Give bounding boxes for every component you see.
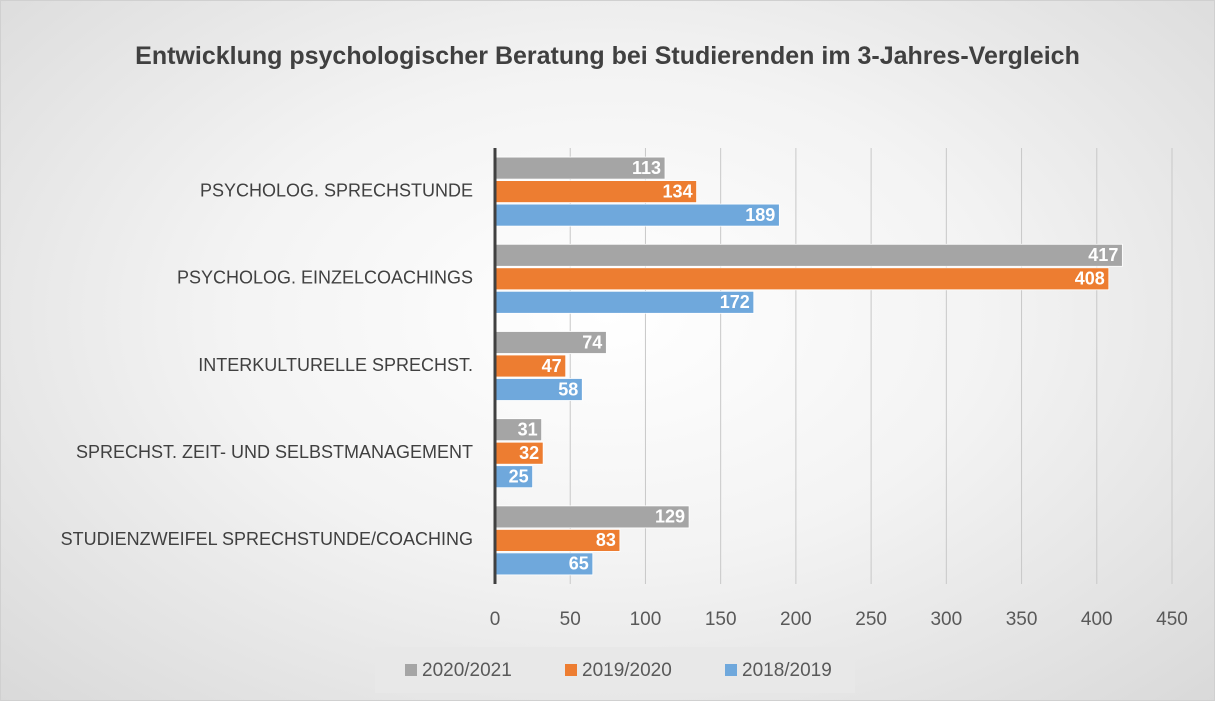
- legend-label: 2018/2019: [742, 660, 832, 681]
- x-tick-label: 50: [560, 609, 581, 630]
- x-tick-label: 200: [780, 609, 812, 630]
- category-label: STUDIENZWEIFEL SPRECHSTUNDE/COACHING: [61, 529, 473, 549]
- bar: [494, 290, 755, 314]
- data-label: 129: [655, 507, 685, 527]
- data-label: 408: [1075, 269, 1105, 289]
- category-label: SPRECHST. ZEIT- UND SELBSTMANAGEMENT: [76, 442, 473, 462]
- category-label: PSYCHOLOG. EINZELCOACHINGS: [177, 268, 473, 288]
- data-label: 83: [596, 530, 616, 550]
- legend-swatch: [725, 664, 737, 676]
- x-tick-label: 0: [490, 609, 501, 630]
- legend-swatch: [565, 664, 577, 676]
- legend-label: 2020/2021: [422, 660, 512, 681]
- data-label: 47: [542, 356, 562, 376]
- data-label: 172: [720, 292, 750, 312]
- category-label: INTERKULTURELLE SPRECHST.: [198, 355, 473, 375]
- legend-label: 2019/2020: [582, 660, 672, 681]
- x-tick-label: 300: [930, 609, 962, 630]
- x-tick-label: 250: [855, 609, 887, 630]
- category-label: PSYCHOLOG. SPRECHSTUNDE: [200, 180, 473, 200]
- x-tick-label: 450: [1156, 609, 1188, 630]
- bar: [494, 267, 1110, 291]
- legend-box: [375, 647, 855, 693]
- data-label: 74: [582, 332, 602, 352]
- legend-swatch: [405, 664, 417, 676]
- data-label: 31: [518, 419, 538, 439]
- x-tick-label: 100: [630, 609, 662, 630]
- data-label: 417: [1088, 245, 1118, 265]
- bar: [494, 203, 780, 227]
- data-label: 32: [519, 443, 539, 463]
- data-label: 25: [509, 466, 529, 486]
- x-tick-label: 350: [1006, 609, 1038, 630]
- data-label: 189: [745, 205, 775, 225]
- chart-title: Entwicklung psychologischer Beratung bei…: [135, 42, 1080, 70]
- data-label: 65: [569, 554, 589, 574]
- data-label: 113: [632, 158, 661, 178]
- x-tick-label: 150: [705, 609, 737, 630]
- x-tick-label: 400: [1081, 609, 1113, 630]
- data-label: 58: [558, 379, 578, 399]
- data-label: 134: [663, 181, 693, 201]
- bar: [494, 243, 1123, 267]
